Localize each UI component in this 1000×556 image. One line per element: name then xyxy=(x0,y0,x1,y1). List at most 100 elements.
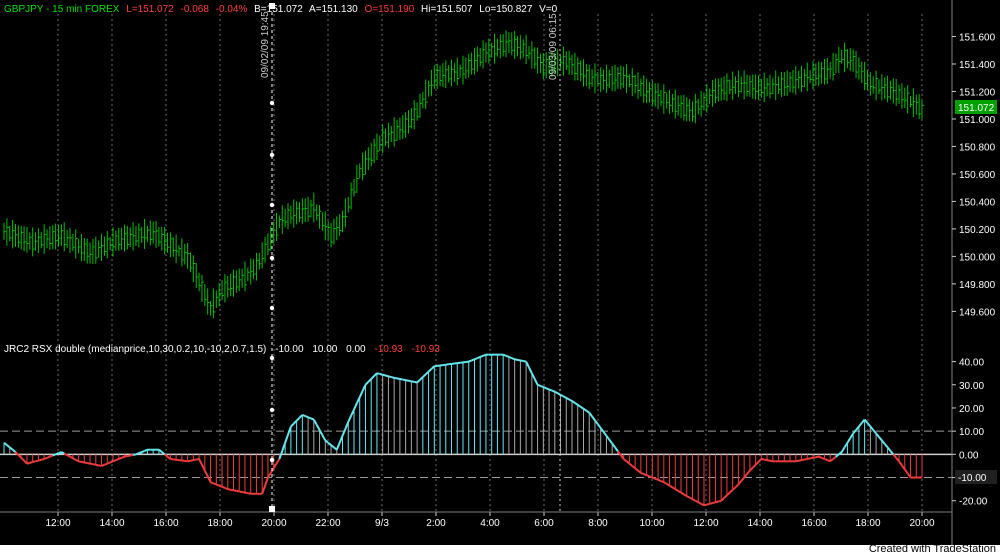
rsx-line-segment xyxy=(565,397,570,401)
rsx-line-segment xyxy=(580,405,585,410)
rsx-line-segment xyxy=(244,491,249,495)
rsx-line-segment xyxy=(382,373,386,377)
rsx-line-segment xyxy=(479,354,484,358)
rsx-line-segment xyxy=(686,495,691,499)
rsx-line-segment xyxy=(863,418,869,424)
rsx-line-segment xyxy=(293,420,298,425)
rsx-line-segment xyxy=(353,402,358,410)
rsx-line-segment xyxy=(95,463,99,467)
rsx-line-segment xyxy=(106,461,111,465)
rsx-line-segment xyxy=(267,472,272,479)
rsx-line-segment xyxy=(482,353,487,357)
last-price-badge: 151.072 xyxy=(955,100,997,114)
rsx-line-segment xyxy=(508,356,513,360)
rsx-line-segment xyxy=(542,386,547,390)
rsx-line-segment xyxy=(144,448,148,452)
rsx-line-segment xyxy=(29,461,33,464)
rsx-line-segment xyxy=(468,359,472,363)
rsx-line-segment xyxy=(312,419,318,426)
rsx-line-segment xyxy=(379,372,383,376)
rsx-line-segment xyxy=(112,459,117,463)
rsx-line-segment xyxy=(574,402,579,406)
rsx-line-segment xyxy=(671,486,676,490)
rsx-line-segment xyxy=(881,439,886,445)
rsx-line-segment xyxy=(127,454,131,458)
y-tick-label: 151.600 xyxy=(959,32,996,43)
rsx-line-segment xyxy=(355,396,361,404)
y-tick-label: -20.00 xyxy=(959,497,988,508)
left-date-marker[interactable]: 09/02/09 19:45 xyxy=(260,3,275,512)
rsx-line-segment xyxy=(726,491,731,497)
rsx-line-segment xyxy=(315,424,321,431)
x-tick-label: 10:00 xyxy=(639,518,664,529)
rsx-line-segment xyxy=(585,409,590,414)
y-tick-label: 0.00 xyxy=(959,450,979,461)
rsx-line-segment xyxy=(72,457,77,461)
marker-dot xyxy=(269,457,275,463)
x-tick-label: 6:00 xyxy=(534,518,554,529)
rsx-line-segment xyxy=(537,383,541,387)
rsx-line-segment xyxy=(843,442,849,448)
y-tick-label: 20.00 xyxy=(959,404,984,415)
rsx-line-segment xyxy=(284,434,289,444)
rsx-line-segment xyxy=(866,422,872,428)
svg-text:151.072: 151.072 xyxy=(958,103,995,114)
rsx-line-segment xyxy=(852,429,857,435)
rsx-line-segment xyxy=(628,462,633,467)
rsx-line-segment xyxy=(361,384,367,392)
y-tick-label: 150.200 xyxy=(959,225,996,236)
rsx-line-segment xyxy=(341,428,347,437)
x-tick-label: 18:00 xyxy=(207,518,232,529)
rsx-line-segment xyxy=(886,446,892,452)
rsx-line-segment xyxy=(829,458,834,463)
rsx-line-segment xyxy=(757,458,763,463)
rsx-line-segment xyxy=(304,415,309,419)
rsx-line-segment xyxy=(301,414,306,418)
rsx-line-segment xyxy=(614,446,619,452)
svg-text:-10.00: -10.00 xyxy=(958,473,987,484)
rsx-line-segment xyxy=(373,372,378,377)
rsx-line-segment xyxy=(840,446,846,453)
x-tick-label: 8:00 xyxy=(588,518,608,529)
rsx-line-segment xyxy=(196,458,200,461)
rsx-line-segment xyxy=(683,493,688,497)
rsx-line-segment xyxy=(669,484,673,489)
rsx-line-segment xyxy=(906,472,912,479)
rsx-line-segment xyxy=(264,477,269,486)
x-tick-label: 20:00 xyxy=(909,518,934,529)
rsx-line-segment xyxy=(201,464,206,472)
rsx-line-segment xyxy=(520,359,524,362)
rsx-line-segment xyxy=(60,451,65,455)
rsx-line-segment xyxy=(66,454,71,458)
rsx-line-segment xyxy=(23,460,28,465)
marker-dot xyxy=(269,355,275,361)
rsx-line-segment xyxy=(651,476,656,480)
y-tick-label: 10.00 xyxy=(959,427,984,438)
rsx-line-segment xyxy=(715,500,719,504)
rsx-line-segment xyxy=(637,469,642,474)
rsx-line-segment xyxy=(849,432,855,439)
marker-dot xyxy=(269,407,275,413)
x-tick-label: 2:00 xyxy=(426,518,446,529)
rsx-line-segment xyxy=(743,473,748,479)
right-date-marker[interactable]: 09/03/09 06:15 xyxy=(548,13,561,512)
rsx-line-segment xyxy=(81,460,85,464)
rsx-line-segment xyxy=(511,357,516,361)
rsx-line-segment xyxy=(261,485,266,495)
rsx-line-segment xyxy=(310,417,315,421)
rsx-line-segment xyxy=(109,460,114,464)
y-tick-label: 150.000 xyxy=(959,252,996,263)
rsx-line-segment xyxy=(694,499,699,504)
y-tick-label: 30.00 xyxy=(959,381,984,392)
rsx-line-segment xyxy=(646,474,650,478)
rsx-line-segment xyxy=(832,455,837,460)
rsx-line-segment xyxy=(476,356,481,360)
y-tick-label: 40.00 xyxy=(959,358,984,369)
rsx-line-segment xyxy=(901,464,906,470)
rsx-line-segment xyxy=(588,412,593,418)
x-tick-label: 14:00 xyxy=(747,518,772,529)
rsx-histogram xyxy=(0,353,952,507)
rsx-line-segment xyxy=(32,460,36,464)
rsx-line-segment xyxy=(795,459,799,463)
